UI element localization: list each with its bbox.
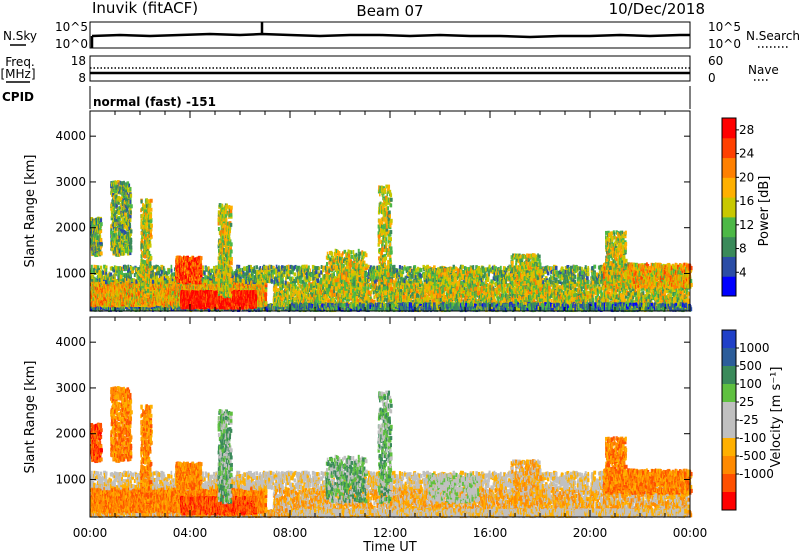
power-cell	[97, 289, 100, 294]
power-cell	[134, 305, 137, 310]
power-cell	[107, 302, 110, 307]
beam-title: Beam 07	[356, 2, 423, 20]
power-cell	[270, 307, 273, 312]
freq-tick-hi: 18	[71, 54, 86, 68]
power-heatmap	[90, 180, 693, 313]
power-cell	[132, 307, 135, 312]
station-title: Inuvik (fitACF)	[92, 0, 198, 17]
nsky-panel: 10^5 10^0 N.Sky 10^5 10^0 N.Search	[3, 20, 800, 51]
power-cell	[95, 294, 97, 299]
power-cell	[105, 305, 107, 310]
nave-tick-hi: 60	[708, 54, 723, 68]
freq-label-line2: [MHz]	[0, 67, 35, 81]
power-cell	[128, 303, 131, 308]
power-cell	[90, 287, 93, 292]
power-cell	[118, 288, 122, 293]
power-cell	[352, 307, 355, 312]
power-cell	[689, 305, 692, 310]
power-cell	[342, 307, 345, 312]
power-cell	[158, 307, 161, 312]
power-cell	[137, 305, 140, 310]
power-cell	[164, 305, 167, 310]
power-cell	[103, 294, 106, 299]
power-cell	[134, 297, 136, 302]
power-cell	[119, 308, 123, 313]
power-cell	[121, 304, 124, 309]
power-cell	[267, 307, 270, 312]
power-cell	[108, 306, 112, 311]
cpid-value: normal (fast) -151	[93, 95, 216, 109]
power-cell	[119, 290, 122, 295]
freq-label-line1: Freq.	[5, 55, 35, 69]
power-cell	[97, 299, 99, 304]
power-cell	[101, 284, 105, 289]
power-cell	[263, 307, 265, 312]
power-cell	[165, 307, 168, 312]
power-cell	[98, 296, 101, 301]
power-cell	[105, 283, 108, 288]
nsearch-tick-lo: 10^0	[708, 37, 741, 51]
nsky-trace	[91, 32, 690, 39]
power-cell	[180, 307, 183, 312]
power-cell	[132, 290, 135, 295]
date-title: 10/Dec/2018	[609, 0, 705, 18]
nsearch-tick-hi: 10^5	[708, 20, 741, 34]
freq-tick-lo: 8	[78, 71, 86, 85]
power-cell	[111, 282, 113, 287]
power-cell	[194, 307, 198, 312]
power-cell	[96, 302, 99, 307]
power-cell	[100, 296, 103, 301]
power-cell	[94, 307, 97, 312]
freq-frame	[89, 55, 691, 82]
power-cell	[110, 307, 112, 312]
power-cell	[95, 282, 98, 287]
power-cell	[266, 307, 269, 312]
freq-panel: 18 8 Freq. [MHz] 60 0 Nave	[0, 54, 778, 85]
power-cell	[99, 298, 101, 303]
power-cell	[441, 307, 444, 312]
cpid-label: CPID	[2, 90, 34, 104]
power-cell	[102, 292, 106, 297]
nsearch-label: N.Search	[746, 29, 800, 43]
power-cell	[100, 293, 103, 298]
power-cell	[123, 307, 126, 312]
power-cell	[130, 307, 132, 312]
power-cell	[90, 306, 94, 311]
nsky-tick-lo: 10^0	[55, 37, 88, 51]
nsky-label: N.Sky	[3, 29, 37, 43]
nave-label: Nave	[748, 63, 779, 77]
nave-tick-lo: 0	[708, 71, 716, 85]
power-cell	[94, 303, 97, 308]
power-cell	[131, 296, 135, 301]
power-cell	[149, 298, 152, 303]
power-cell	[131, 305, 134, 310]
power-cell	[124, 287, 127, 292]
power-cell	[119, 302, 121, 307]
power-cell	[99, 283, 101, 288]
power-cell	[137, 303, 141, 308]
power-cell	[257, 307, 261, 312]
power-cell	[114, 285, 116, 290]
power-cell	[126, 291, 128, 296]
power-cell	[108, 303, 112, 308]
power-cell	[200, 307, 204, 312]
power-cell	[178, 304, 181, 309]
power-cell	[186, 307, 189, 312]
power-cell	[255, 307, 258, 312]
power-cell	[287, 305, 289, 310]
power-cell	[274, 304, 276, 309]
power-cell	[94, 286, 97, 291]
power-cell	[103, 297, 107, 302]
power-cell	[152, 307, 155, 312]
power-cell	[176, 306, 178, 311]
nsky-tick-hi: 10^5	[55, 20, 88, 34]
